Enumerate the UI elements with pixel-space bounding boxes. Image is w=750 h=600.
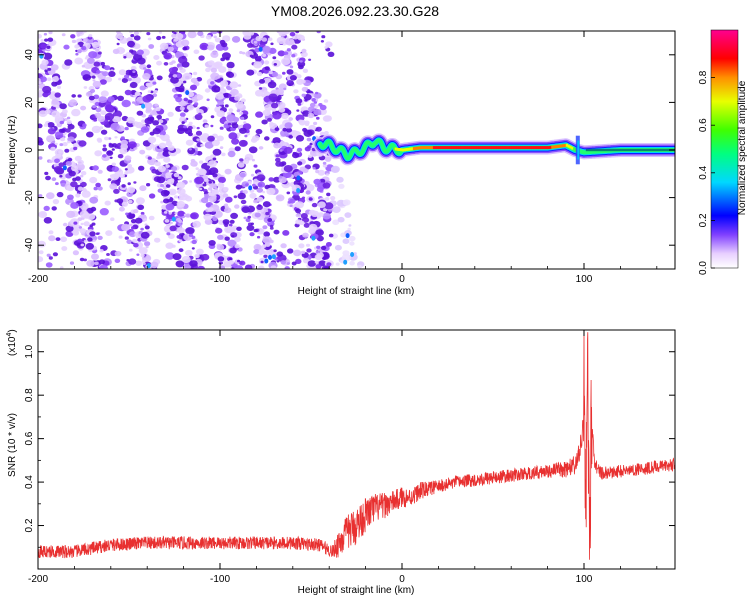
colorbar-gradient (710, 29, 739, 269)
snr-frame (37, 329, 676, 570)
snr-xtick-label: -200 (28, 574, 48, 585)
figure-title: YM08.2026.092.23.30.G28 (271, 3, 439, 19)
snr-ytick-label: 0.2 (24, 518, 35, 532)
snr-ylabel: SNR (10 * v/v) (7, 413, 18, 477)
snr-xtick-label: -100 (210, 574, 230, 585)
snr-ytick-label: 0.4 (24, 475, 35, 489)
spectrogram-xtick-label: 100 (576, 274, 593, 285)
colorbar-tick-label: 0.0 (698, 261, 709, 275)
snr-xtick-label: 100 (576, 574, 593, 585)
spectrogram-ytick-label: 40 (24, 49, 35, 61)
spectrogram-ytick-label: -20 (24, 190, 35, 205)
snr-xlabel: Height of straight line (km) (298, 585, 415, 596)
spectrogram-xtick-label: -200 (28, 274, 48, 285)
spectrogram-ytick-label: 0 (24, 147, 35, 153)
colorbar-ticks: 0.0 0.2 0.4 0.6 0.8 (698, 70, 715, 275)
spectrogram-image (38, 31, 675, 269)
snr-xtick-label: 0 (399, 574, 405, 585)
colorbar: 0.0 0.2 0.4 0.6 0.8 Normalized spectral ampl… (698, 29, 748, 275)
spectrogram-xtick-label: 0 (399, 274, 405, 285)
snr-axes: -200 -100 0 100 0.2 0.4 0.6 0.8 1.0 (24, 329, 675, 585)
snr-ytick-label: 0.8 (24, 388, 35, 402)
spectrogram-xtick-label: -100 (210, 274, 230, 285)
spectrogram-ytick-label: 20 (24, 96, 35, 108)
snr-series-line (38, 332, 675, 560)
snr-plot-area (38, 332, 675, 560)
spectrogram-ytick-label: -40 (24, 238, 35, 253)
snr-panel: -200 -100 0 100 0.2 0.4 0.6 0.8 1.0 Height of st… (6, 329, 676, 596)
snr-ytick-label: 0.6 (24, 431, 35, 445)
colorbar-tick-label: 0.4 (698, 165, 709, 179)
snr-ytick-label: 1.0 (24, 344, 35, 358)
spectrogram-xlabel: Height of straight line (km) (298, 286, 415, 297)
colorbar-tick-label: 0.6 (698, 118, 709, 132)
spectrogram-ylabel: Frequency (Hz) (7, 116, 18, 185)
colorbar-tick-label: 0.8 (698, 70, 709, 84)
snr-yscale: (x104) (6, 329, 18, 356)
colorbar-label: Normalized spectral amplitude (737, 80, 748, 215)
colorbar-tick-label: 0.2 (698, 213, 709, 227)
spectrogram-plot-area (38, 31, 675, 269)
